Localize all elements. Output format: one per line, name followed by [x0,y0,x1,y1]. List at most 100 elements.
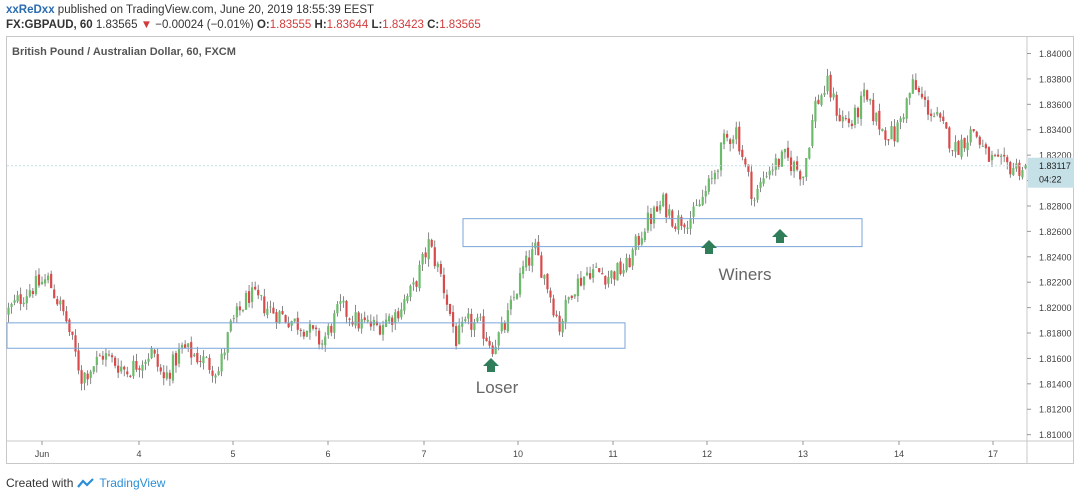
candle-down [917,87,921,93]
candle-up [229,320,232,332]
created-with-label: Created with [6,476,74,490]
candle-up [585,272,589,276]
candle-up [899,118,902,123]
candle-up [25,296,28,304]
candle-up [521,266,525,274]
candle-up [698,204,701,207]
candle-up [324,336,327,346]
candle-up [147,358,150,362]
candle-down [613,271,616,280]
x-tick-label: 10 [513,449,523,459]
low-label: L: [371,19,383,31]
candle-up [802,176,805,179]
last-price-tag-value: 1.83117 [1039,161,1071,171]
candle-up [759,182,762,188]
candle-down [789,157,793,172]
candle-up [534,242,537,249]
price-change: −0.00024 (−0.01%) [155,19,254,31]
candle-up [814,100,817,122]
candle-up [10,303,13,307]
candle-down [835,94,838,116]
candle-up [506,310,509,332]
candle-up [7,307,10,315]
candle-down [601,273,604,275]
candle-down [470,313,473,330]
close-value: 1.83565 [439,19,481,31]
winers-zone-box [462,218,863,248]
candle-up [573,294,576,297]
candle-down [850,123,854,127]
candle-up [512,297,516,299]
candle-down [1006,157,1009,163]
candle-up [266,308,269,315]
candle-down [1009,162,1012,175]
published-text: published on TradingView.com, June 20, 2… [57,4,375,16]
candle-up [811,119,814,146]
candle-up [561,320,564,333]
candle-down [951,150,954,152]
candle-down [433,247,436,267]
candle-down [996,154,1000,157]
chart-title: British Pound / Australian Dollar, 60, F… [12,46,236,58]
candle-down [275,312,278,323]
candle-down [729,139,732,144]
y-tick-label: 1.83200 [1039,151,1072,161]
candles [7,68,1027,391]
candle-up [120,366,123,372]
candle-down [284,315,287,323]
ohlc-line: FX:GBPAUD, 60 1.83565 ▼ −0.00024 (−0.01%… [6,19,481,31]
candle-up [704,191,707,197]
candle-down [741,149,744,157]
candle-down [957,140,960,155]
candle-up [1000,155,1003,157]
candle-down [184,344,187,348]
candle-up [235,306,238,318]
candle-down [817,99,820,104]
candle-down [549,290,552,298]
candle-down [637,235,640,245]
candle-up [692,206,695,217]
countdown-tag-value: 04:22 [1039,175,1062,185]
candle-up [458,325,461,345]
candle-up [659,205,662,211]
candle-up [689,218,692,229]
candle-down [126,371,129,375]
candle-down [978,136,981,145]
candle-down [311,325,315,329]
candle-up [436,263,439,268]
tradingview-link[interactable]: TradingView [99,476,166,490]
candle-up [774,158,777,170]
candle-down [19,294,22,304]
candle-up [467,313,470,319]
candle-up [223,352,226,356]
candle-up [713,172,717,180]
author-name[interactable]: xxReDxx [6,4,55,16]
candle-down [107,354,111,356]
candle-up [677,215,680,230]
candle-up [686,227,689,230]
candle-up [990,154,994,161]
candle-down [893,126,896,142]
candle-up [144,361,147,364]
candle-up [853,107,857,125]
candle-down [878,110,881,130]
candle-up [576,278,579,297]
candle-up [716,170,720,172]
x-tick-label: Jun [35,449,50,459]
candle-down [62,299,65,312]
candle-down [926,100,930,115]
candle-down [281,311,284,315]
last-price-tag [1028,157,1074,188]
high-value: 1.83644 [326,19,369,31]
candle-up [780,151,783,167]
candle-down [123,366,126,370]
candle-down [987,147,991,162]
candle-up [16,295,19,302]
candle-down [299,329,302,331]
candle-down [330,325,333,333]
x-tick-label: 6 [325,449,330,459]
candle-down [101,355,105,360]
candle-up [497,332,500,346]
candle-down [314,327,318,330]
